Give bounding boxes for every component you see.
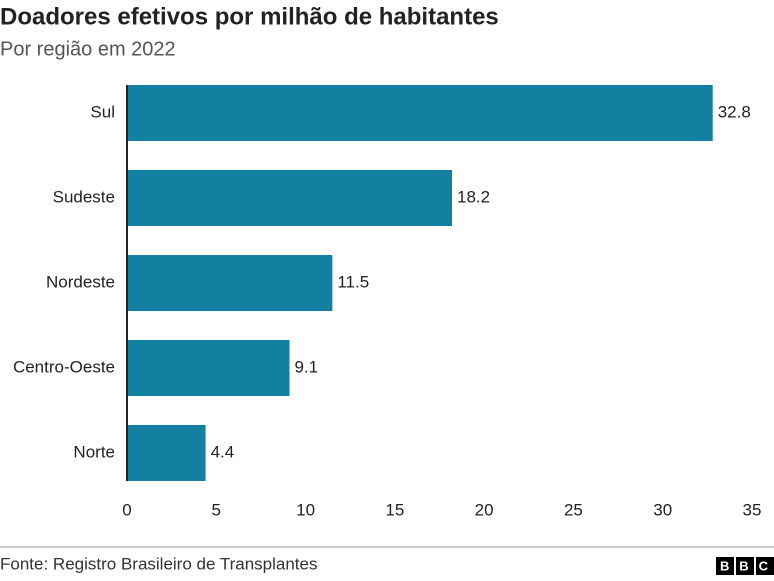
value-label: 32.8	[718, 102, 751, 121]
x-tick-label: 10	[296, 500, 315, 519]
value-label: 11.5	[337, 272, 369, 291]
logo-box	[716, 557, 734, 575]
x-tick-label: 25	[564, 500, 583, 519]
bar	[127, 425, 206, 481]
x-tick-label: 30	[653, 500, 672, 519]
logo-box	[736, 557, 754, 575]
bar	[127, 170, 452, 226]
y-tick-label: Centro-Oeste	[13, 357, 115, 376]
bar	[127, 340, 290, 396]
value-label: 18.2	[457, 187, 490, 206]
chart-title: Doadores efetivos por milhão de habitant…	[0, 3, 499, 30]
value-label: 9.1	[295, 357, 319, 376]
x-tick-label: 35	[743, 500, 762, 519]
x-tick-label: 5	[212, 500, 221, 519]
y-tick-label: Sul	[90, 102, 115, 121]
x-tick-label: 15	[385, 500, 404, 519]
logo: BBC	[720, 558, 769, 573]
bar	[127, 85, 713, 141]
value-label: 4.4	[211, 442, 235, 461]
y-tick-label: Sudeste	[53, 187, 115, 206]
x-tick-label: 0	[122, 500, 131, 519]
chart-subtitle: Por região em 2022	[0, 38, 176, 60]
x-tick-label: 20	[475, 500, 494, 519]
source: Fonte: Registro Brasileiro de Transplant…	[0, 554, 318, 573]
bar	[127, 255, 333, 311]
y-tick-label: Norte	[73, 442, 115, 461]
logo-box	[756, 557, 774, 575]
y-tick-label: Nordeste	[46, 272, 115, 291]
